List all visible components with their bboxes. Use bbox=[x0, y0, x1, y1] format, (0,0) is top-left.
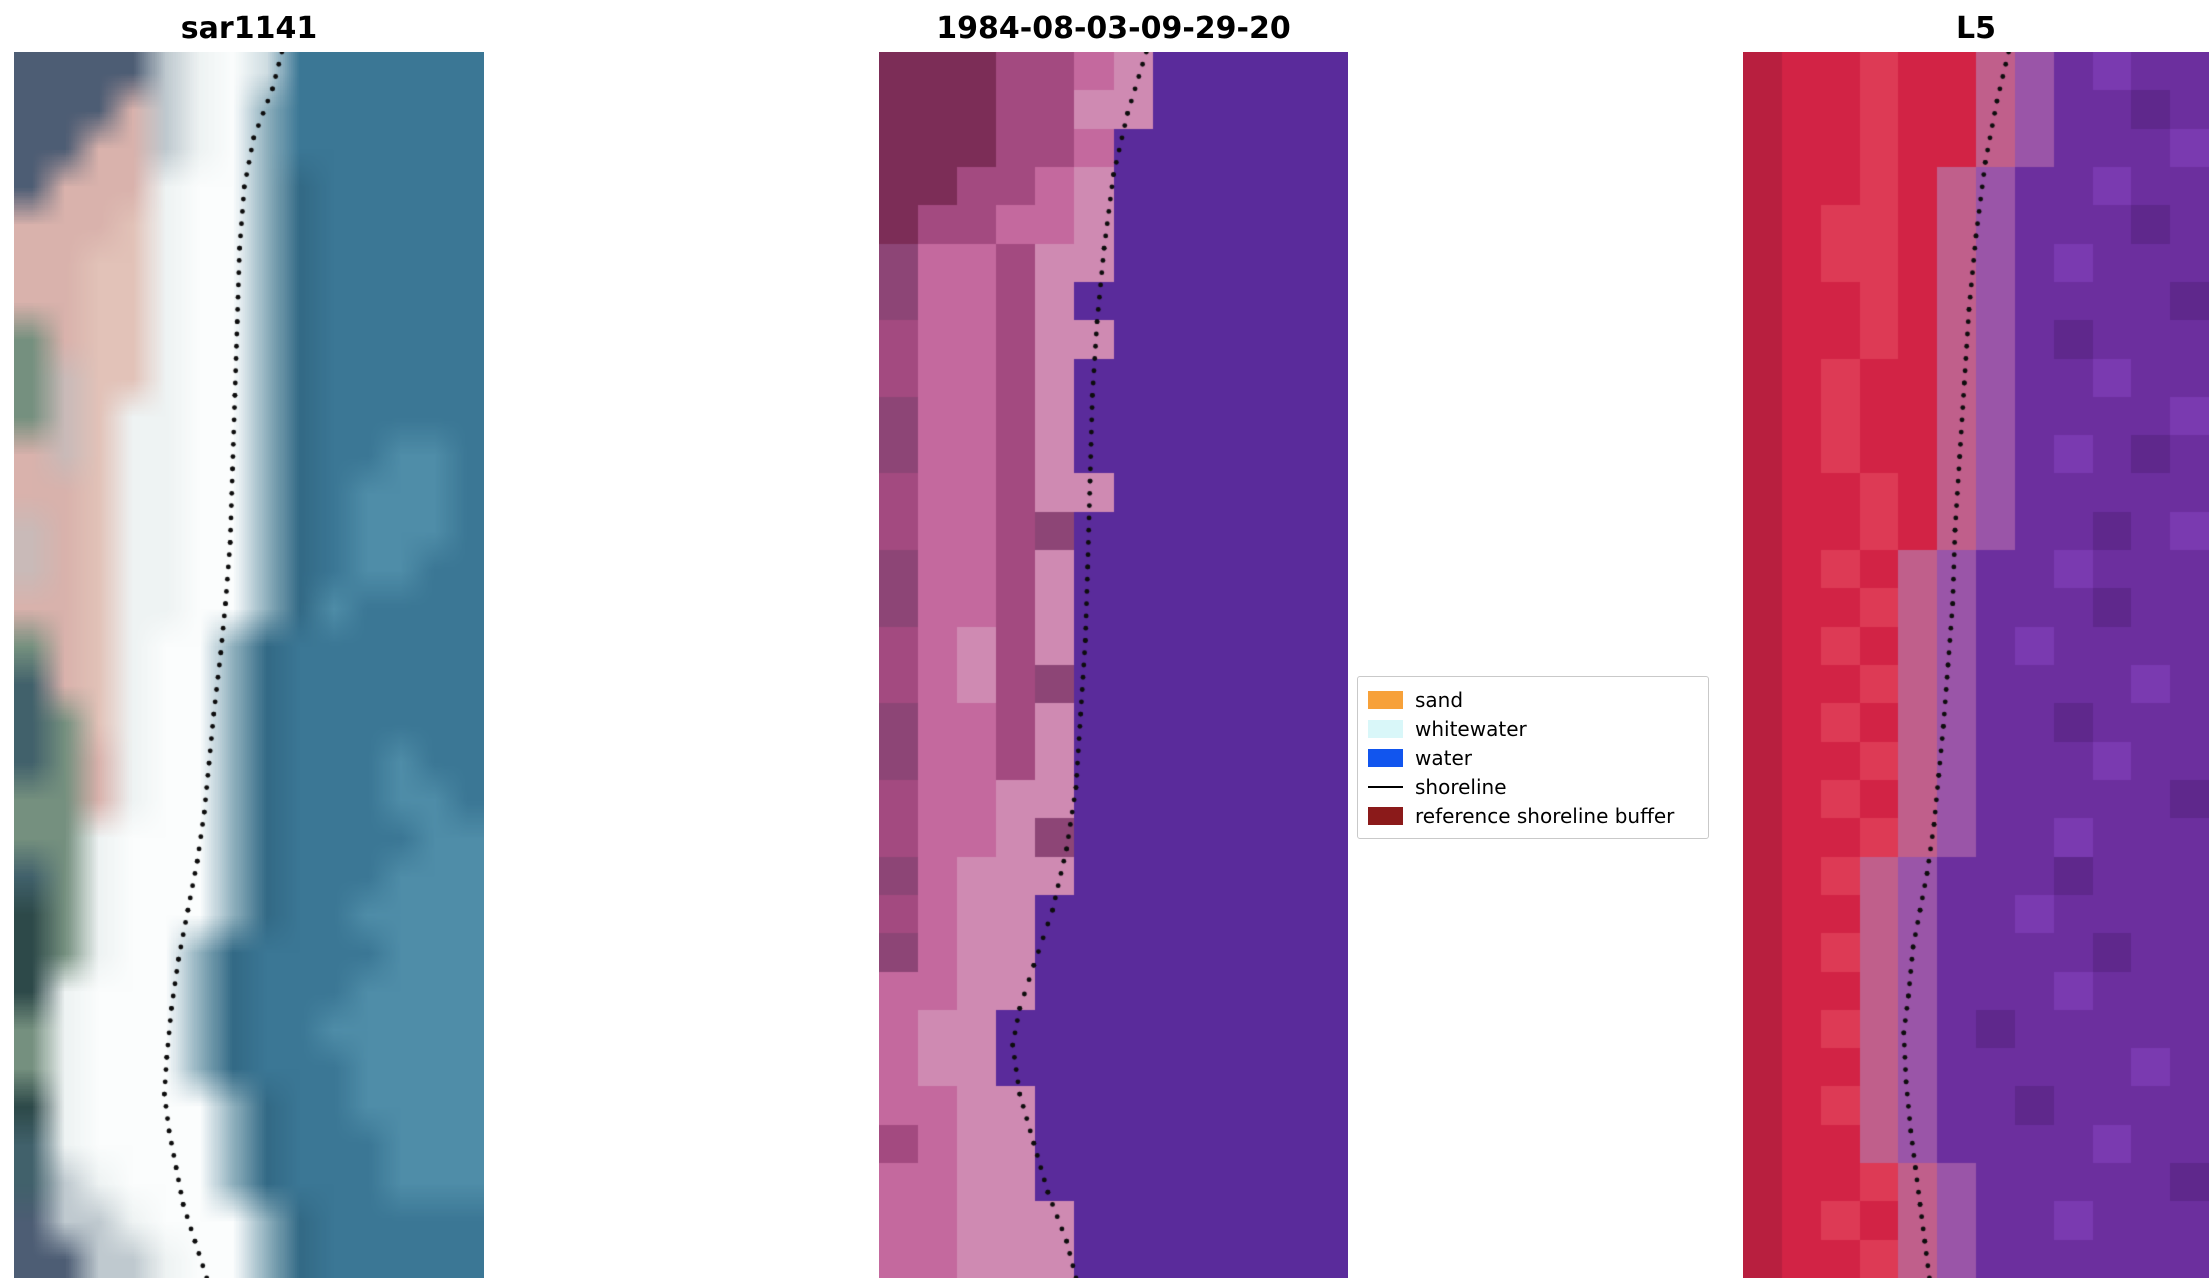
legend-item-reference-shoreline-buffer: reference shoreline buffer bbox=[1368, 801, 1698, 830]
panel-title-l5: L5 bbox=[1956, 11, 1996, 46]
l5-false-colour-image bbox=[1743, 52, 2209, 1278]
legend-item-sand: sand bbox=[1368, 685, 1698, 714]
sar-rgb-image bbox=[14, 52, 484, 1278]
legend-label: reference shoreline buffer bbox=[1415, 803, 1675, 828]
reference-shoreline-buffer-color-swatch bbox=[1368, 806, 1403, 825]
legend-item-water: water bbox=[1368, 743, 1698, 772]
water-color-swatch bbox=[1368, 748, 1403, 767]
sand-color-swatch bbox=[1368, 690, 1403, 709]
whitewater-color-swatch bbox=[1368, 719, 1403, 738]
classified-image bbox=[879, 52, 1348, 1278]
panel-title-date: 1984-08-03-09-29-20 bbox=[936, 11, 1291, 46]
shoreline-line-swatch bbox=[1368, 785, 1403, 788]
panel-title-sar1141: sar1141 bbox=[180, 11, 318, 46]
legend-label: water bbox=[1415, 745, 1472, 770]
legend-label: shoreline bbox=[1415, 774, 1507, 799]
legend: sand whitewater water shoreline referenc… bbox=[1357, 676, 1709, 839]
legend-label: whitewater bbox=[1415, 716, 1527, 741]
legend-item-shoreline: shoreline bbox=[1368, 772, 1698, 801]
panel-sar1141: sar1141 bbox=[14, 8, 484, 1278]
panel-classified-date: 1984-08-03-09-29-20 bbox=[879, 8, 1348, 1278]
legend-item-whitewater: whitewater bbox=[1368, 714, 1698, 743]
panel-l5: L5 bbox=[1743, 8, 2209, 1278]
legend-label: sand bbox=[1415, 687, 1464, 712]
